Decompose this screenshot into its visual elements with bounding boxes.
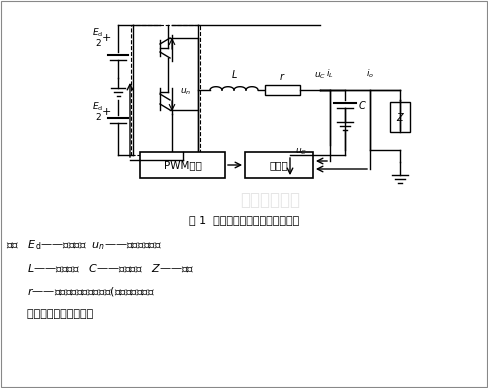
Text: $E_{\rm d}$: $E_{\rm d}$ (92, 101, 103, 113)
Text: $2$: $2$ (95, 111, 102, 121)
Text: $i_o$: $i_o$ (366, 68, 374, 80)
Text: PWM生成: PWM生成 (163, 160, 202, 170)
Bar (140, 152, 225, 178)
Text: +: + (102, 33, 111, 43)
Text: $2$: $2$ (95, 36, 102, 47)
Text: $r$——滤波电感等效串联电阻(含绕线电阻、开: $r$——滤波电感等效串联电阻(含绕线电阻、开 (6, 284, 155, 298)
Text: 图 1  单相半桥逆变器控制系统结构: 图 1 单相半桥逆变器控制系统结构 (189, 215, 299, 225)
Text: $i_L$: $i_L$ (326, 68, 334, 80)
Text: $u_C$: $u_C$ (279, 157, 291, 167)
Text: 管压降和死区效应等）: 管压降和死区效应等） (6, 309, 93, 319)
Text: 控制器: 控制器 (270, 160, 288, 170)
Text: +: + (102, 107, 111, 117)
Text: $u_C$: $u_C$ (295, 147, 307, 157)
Text: $u_C$: $u_C$ (314, 71, 326, 81)
Text: $r$: $r$ (279, 71, 286, 82)
Bar (265, 85, 300, 95)
Bar (390, 102, 410, 132)
Text: 图中   $E_{\rm d}$——母线电压  $u_n$——桥臂中点电压: 图中 $E_{\rm d}$——母线电压 $u_n$——桥臂中点电压 (6, 238, 162, 252)
Text: 电子发烧友网: 电子发烧友网 (240, 191, 300, 209)
Text: $C$: $C$ (358, 99, 367, 111)
Text: $Z$: $Z$ (396, 111, 406, 123)
Text: $L$: $L$ (230, 68, 238, 80)
Text: $L$——滤波电感   $C$——滤波电容   $Z$——时变: $L$——滤波电感 $C$——滤波电容 $Z$——时变 (6, 262, 195, 274)
Text: $E_{\rm d}$: $E_{\rm d}$ (92, 27, 103, 39)
Text: $u_n$: $u_n$ (180, 87, 191, 97)
Bar (245, 152, 313, 178)
Bar (131, 25, 200, 155)
